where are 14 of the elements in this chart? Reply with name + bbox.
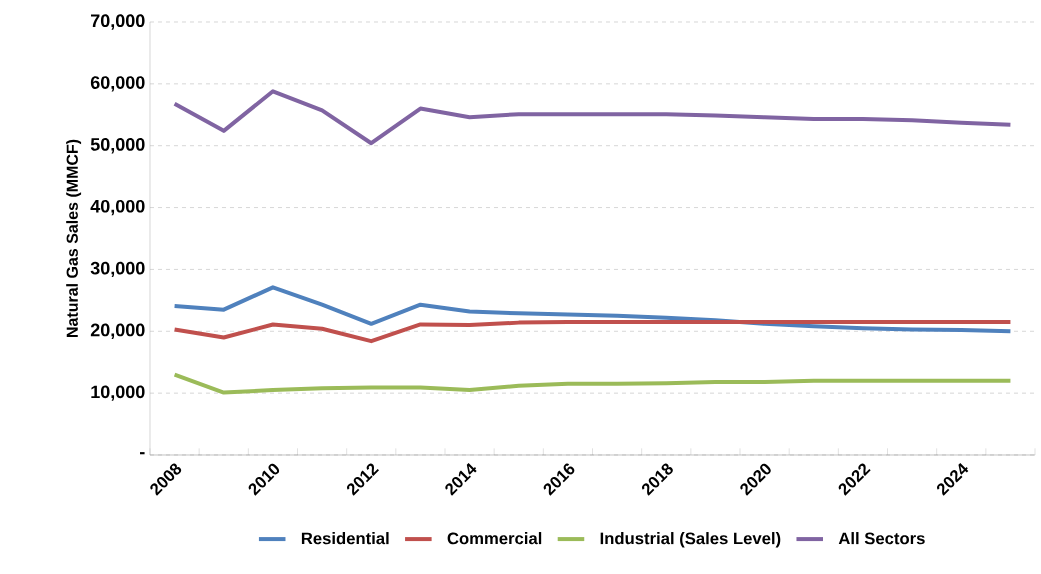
legend-label: Commercial	[447, 532, 542, 545]
y-tick-label: -	[140, 452, 145, 455]
y-tick-label: 60,000	[90, 76, 145, 92]
y-tick-label: 20,000	[90, 323, 145, 339]
legend-label: All Sectors	[838, 532, 925, 545]
y-tick-label: 40,000	[90, 199, 145, 216]
y-axis-title: Natural Gas Sales (MMCF)	[66, 139, 82, 338]
legend-label: Industrial (Sales Level)	[600, 532, 781, 548]
y-tick-label: 70,000	[91, 14, 145, 30]
y-tick-label: 10,000	[91, 385, 145, 401]
legend-label: Residential	[301, 532, 389, 545]
y-tick-label: 50,000	[90, 138, 145, 154]
line-series	[172, 285, 1013, 334]
y-tick-label: 30,000	[90, 261, 145, 278]
